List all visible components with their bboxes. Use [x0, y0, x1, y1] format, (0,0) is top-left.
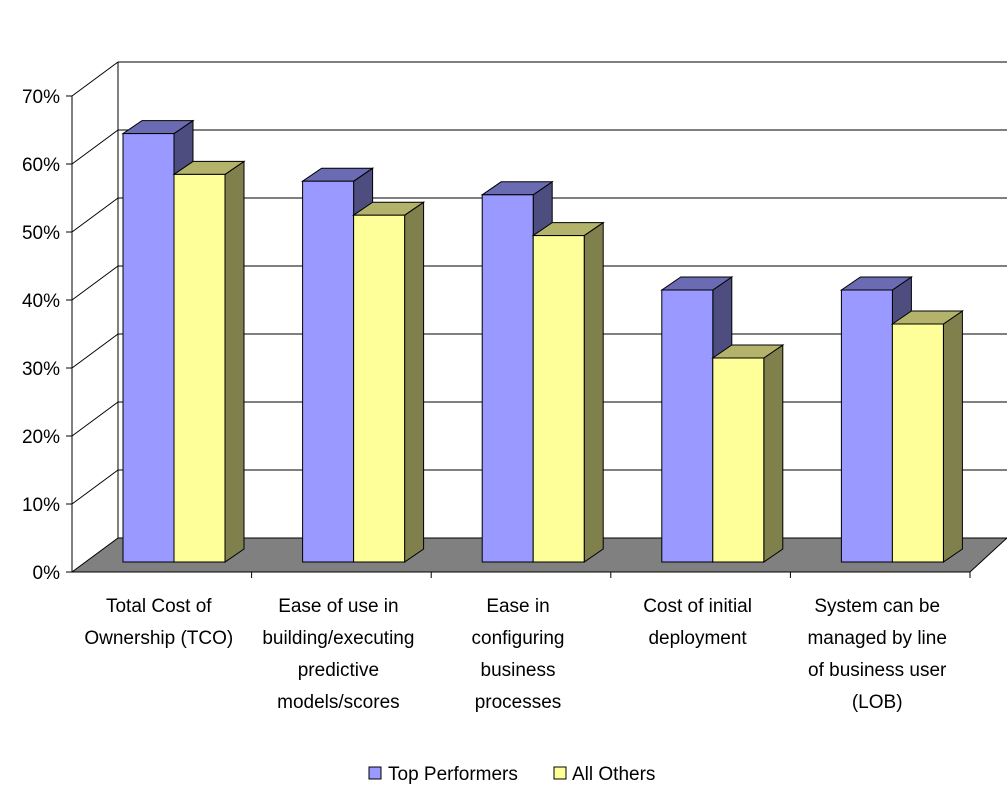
bar-all-others — [711, 344, 785, 563]
gridline-side — [71, 401, 119, 437]
bar-front-face — [840, 289, 893, 563]
bar-all-others — [890, 310, 965, 563]
bar-front-face — [712, 357, 765, 563]
bar-side-face — [583, 221, 604, 563]
x-category-label: Ease in configuring business processes — [472, 596, 565, 713]
x-category-label: System can be managed by line of business … — [807, 596, 947, 713]
bar-front-face — [532, 235, 585, 563]
x-category-label: Total Cost of Ownership (TCO) — [84, 596, 233, 649]
y-tick-label: 40% — [22, 291, 60, 312]
gridline-side — [71, 61, 119, 97]
bar-all-others — [531, 221, 605, 563]
bar-front-face — [353, 214, 406, 563]
bar-front-face — [481, 194, 534, 563]
y-tick-label: 0% — [33, 563, 61, 584]
y-tick-label: 20% — [22, 427, 60, 448]
legend: Top Performers All Others — [368, 764, 655, 785]
bar-side-face — [224, 160, 245, 563]
bar-side-face — [763, 344, 784, 563]
y-axis-tick-labels: 0% 10% 20% 30% 40% 50% 60% 70% — [22, 87, 60, 584]
bar-front-face — [891, 323, 944, 563]
gridline-side — [71, 265, 119, 301]
bar-front-face — [122, 133, 175, 563]
x-category-label: Cost of initial deployment — [643, 596, 752, 649]
bar-front-face — [661, 289, 714, 563]
axes — [66, 95, 971, 578]
gridline-side — [71, 129, 119, 165]
bars — [121, 119, 965, 563]
y-tick-label: 70% — [22, 87, 60, 108]
bar-front-face — [173, 173, 226, 563]
y-tick-label: 50% — [22, 223, 60, 244]
gridline-side — [71, 197, 119, 233]
legend-label-top-performers: Top Performers — [388, 764, 518, 785]
legend-swatch-all-others — [553, 766, 567, 780]
x-category-label: Ease of use in building/executing predicti… — [262, 596, 414, 713]
y-tick-label: 30% — [22, 359, 60, 380]
bar-all-others — [351, 201, 426, 563]
bar-all-others — [172, 160, 246, 563]
legend-swatch-top-performers — [368, 766, 382, 780]
bar-front-face — [302, 180, 355, 563]
y-tick-label: 60% — [22, 155, 60, 176]
legend-label-all-others: All Others — [572, 764, 655, 785]
gridline-side — [71, 469, 119, 505]
x-axis-category-labels: Total Cost of Ownership (TCO) Ease of use … — [84, 596, 947, 713]
gridline-side — [71, 333, 119, 369]
y-tick-label: 10% — [22, 495, 60, 516]
bar-side-face — [404, 201, 425, 563]
bar-side-face — [942, 310, 963, 563]
